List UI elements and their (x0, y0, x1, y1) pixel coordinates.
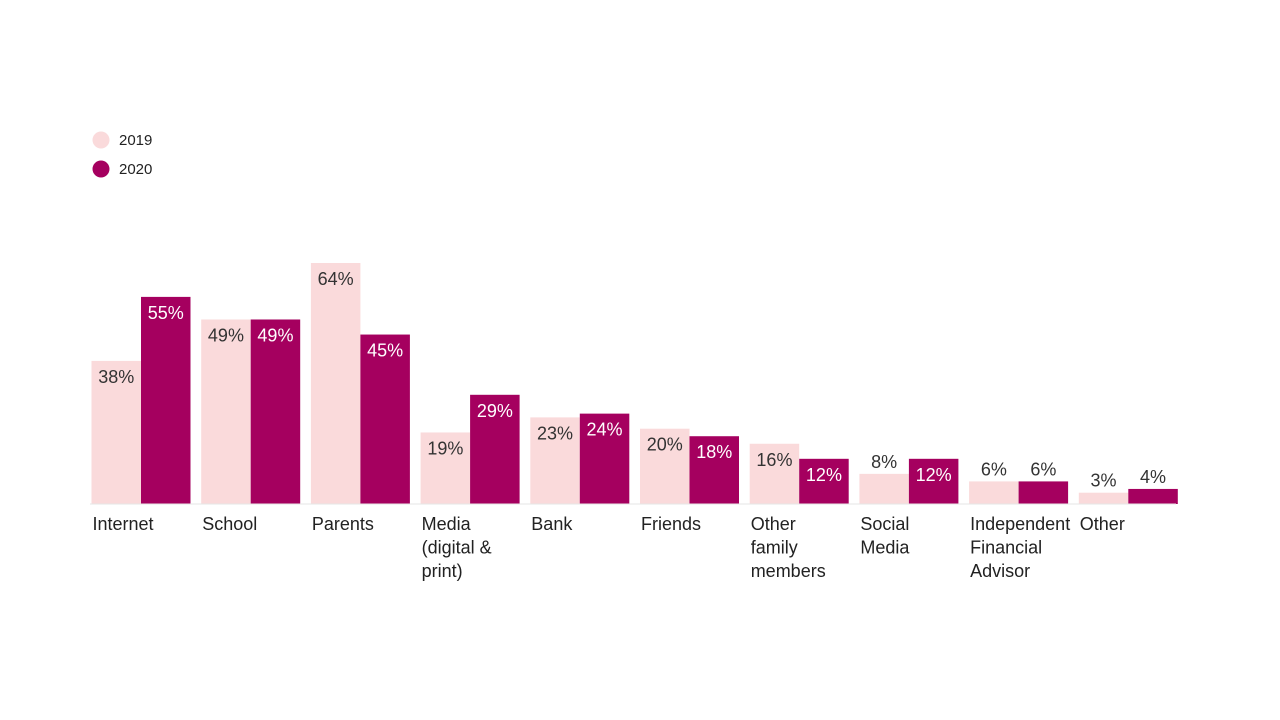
value-label-2019-bank: 23% (537, 423, 573, 443)
value-labels: 38% 55% 49% 49% 64% 45% 19% 29% 23% 24% 20% 18% 16% 1… (98, 269, 1166, 491)
category-label-parents: Parents (312, 514, 374, 534)
bar-2019-school (201, 319, 251, 504)
bar-2020-other (1128, 488, 1178, 504)
bar-2020-parents (360, 334, 410, 504)
value-label-2020-friends: 18% (696, 442, 732, 462)
bar-2019-internet (91, 360, 141, 504)
value-label-2020-bank: 24% (587, 420, 623, 440)
value-label-2020-other-family-members: 12% (806, 465, 842, 485)
bar-2019-independent-financial-advisor (969, 481, 1019, 504)
category-label-friends: Friends (641, 514, 701, 534)
bar-2020-school (250, 319, 301, 504)
value-label-2020-internet: 55% (148, 303, 184, 323)
bar-2019-other-family-members (749, 443, 800, 504)
category-label-school: School (202, 514, 257, 534)
category-label-internet: Internet (93, 514, 154, 534)
bar-2020-internet (141, 296, 191, 504)
value-label-2020-school: 49% (257, 325, 293, 345)
bar-2020-social-media (908, 458, 959, 504)
value-label-2020-social-media: 12% (916, 465, 952, 485)
category-label-social-media: Social Media (860, 514, 910, 558)
category-label-bank: Bank (531, 514, 573, 534)
value-label-2019-social-media: 8% (871, 452, 897, 472)
category-label-independent-financial-advisor: Independent Financial Advisor (970, 514, 1070, 581)
bar-2020-other-family-members (799, 458, 849, 504)
value-label-2019-school: 49% (208, 325, 244, 345)
bar-2019-bank (530, 417, 580, 504)
legend-label-2020: 2020 (119, 161, 152, 178)
bar-2019-media-digital-print (420, 432, 471, 504)
category-label-media-digital-print: Media (digital & print) (422, 514, 492, 581)
value-label-2019-parents: 64% (318, 269, 354, 289)
value-label-2020-media-digital-print: 29% (477, 401, 513, 421)
bar-2020-friends (689, 436, 739, 504)
bar-2019-other (1078, 492, 1129, 504)
bar-2020-independent-financial-advisor (1018, 481, 1069, 504)
bar-2019-parents (310, 263, 361, 504)
value-label-2019-media-digital-print: 19% (427, 438, 463, 458)
category-label-other-family-members: Other family members (751, 514, 826, 581)
bar-2020-media-digital-print (470, 394, 520, 504)
legend-swatch-2020 (92, 160, 110, 178)
legend: 2019 2020 (92, 131, 152, 178)
bar-2020-bank (579, 413, 630, 504)
category-labels: Internet School Parents Media (digital & prin… (93, 514, 1125, 581)
value-label-2019-internet: 38% (98, 367, 134, 387)
legend-label-2019: 2019 (119, 132, 152, 149)
value-label-2019-independent-financial-advisor: 6% (981, 459, 1007, 479)
value-label-2020-other: 4% (1140, 467, 1166, 487)
bars (91, 263, 1178, 504)
value-label-2019-friends: 20% (647, 435, 683, 455)
legend-swatch-2019 (92, 131, 110, 149)
value-label-2019-other: 3% (1091, 471, 1117, 491)
value-label-2020-independent-financial-advisor: 6% (1030, 459, 1056, 479)
value-label-2020-parents: 45% (367, 341, 403, 361)
bar-2019-friends (640, 428, 690, 504)
bar-2019-social-media (859, 473, 909, 504)
category-label-other: Other (1080, 514, 1125, 534)
value-label-2019-other-family-members: 16% (756, 450, 792, 470)
